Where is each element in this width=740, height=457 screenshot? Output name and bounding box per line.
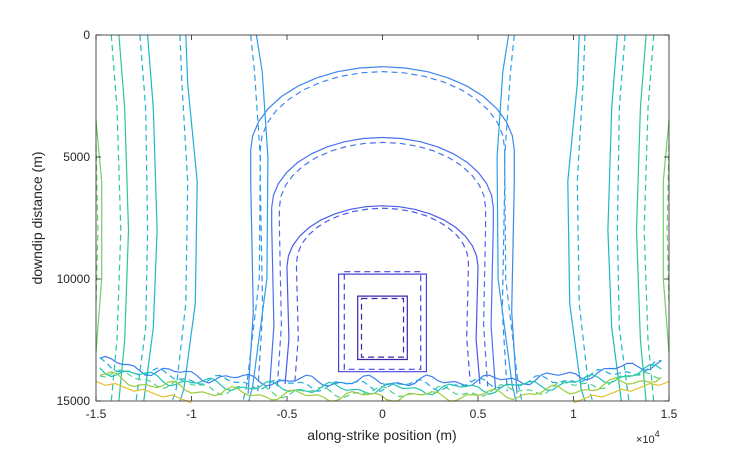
x-tick-label-2: -0.5 [277,407,298,421]
contour-side-right-4-solid [662,120,670,353]
x-exponent-base: ×10 [636,434,655,446]
contour-inner-0-dashed [360,297,405,358]
contour-side-left-4-solid [95,120,103,353]
contour-side-right-0-solid [496,34,517,402]
plot-area [95,34,670,404]
x-tick-label-3: 0 [379,407,386,421]
bottom-noise-4 [99,371,662,402]
contour-inner-0-solid [357,295,408,361]
bottom-noise-1 [99,357,662,392]
contour-side-right-1-dashed [576,34,594,402]
contour-side-left-2-dashed [135,34,149,402]
y-tick-label-0: 0 [83,28,90,42]
contour-side-right-3-dashed [643,34,655,402]
contour-arch-1-dashed [276,141,489,387]
bottom-noise-3 [99,369,662,399]
x-axis-label: along-strike position (m) [307,427,456,443]
contour-inner-1-solid [338,273,427,373]
contour-arch-0-dashed [294,207,471,382]
y-tick-label-1: 5000 [63,150,90,164]
y-tick-label-3: 15000 [57,394,91,408]
contour-arch-2-dashed [257,70,508,392]
contour-side-right-0-dashed [504,34,523,402]
contour-arch-1-solid [268,136,497,389]
contour-side-left-3-solid [118,34,130,402]
contour-side-right-3-solid [635,34,647,402]
x-tick-label-0: -1.5 [86,407,107,421]
y-tick-label-2: 10000 [57,272,91,286]
contour-side-left-3-dashed [110,34,122,402]
axes-background [96,35,669,401]
x-exponent-power: 4 [655,429,660,439]
contour-side-left-0-dashed [242,34,261,402]
contour-side-left-2-solid [143,34,158,402]
bottom-noise-2 [99,363,662,396]
contour-side-right-2-dashed [616,34,630,402]
y-axis-label: downdip distance (m) [29,151,45,284]
bottom-corner-1 [573,380,670,404]
x-exponent-label: ×104 [636,429,660,446]
x-tick-label-4: 0.5 [470,407,487,421]
x-tick-label-5: 1 [570,407,577,421]
y-axis-ticks: 0 5000 10000 15000 [57,28,669,408]
contour-side-left-1-solid [179,34,198,402]
x-tick-label-6: 1.5 [661,407,678,421]
contour-arch-2-solid [247,66,518,394]
x-tick-label-1: -1 [186,407,197,421]
contour-side-left-1-dashed [171,34,189,402]
contour-arch-0-solid [284,205,481,384]
bottom-noise-0 [99,355,662,387]
contour-inner-1-dashed [343,271,422,370]
bottom-corner-0 [95,380,192,404]
x-axis-ticks: -1.5 -1 -0.5 0 0.5 1 1.5 [86,35,678,421]
contour-side-right-2-solid [607,34,622,402]
